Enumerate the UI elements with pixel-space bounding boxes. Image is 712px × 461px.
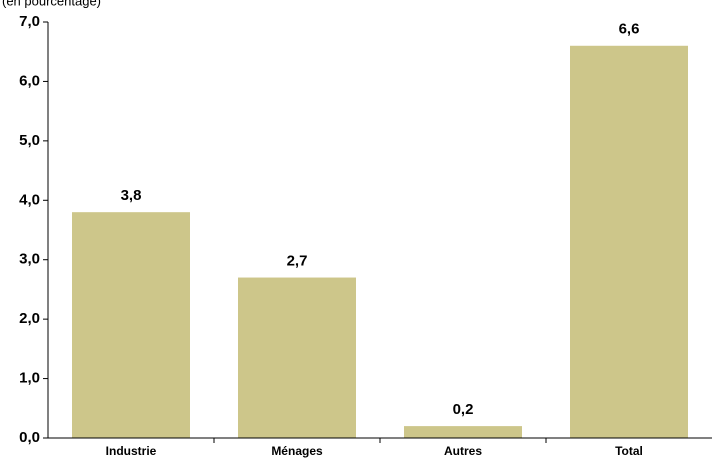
y-tick-label: 0,0	[19, 429, 40, 446]
y-tick-label: 7,0	[19, 13, 40, 30]
data-label: 0,2	[453, 401, 474, 418]
bar	[404, 426, 522, 438]
x-tick-label: Ménages	[271, 444, 323, 458]
bar	[238, 277, 356, 438]
y-tick-label: 4,0	[19, 191, 40, 208]
x-tick-label: Total	[615, 444, 643, 458]
data-label: 2,7	[287, 253, 308, 270]
y-tick-label: 2,0	[19, 310, 40, 327]
x-tick-label: Industrie	[106, 444, 157, 458]
y-tick-label: 5,0	[19, 132, 40, 149]
data-label: 3,8	[121, 187, 142, 204]
data-label: 6,6	[619, 21, 640, 38]
y-tick-label: 6,0	[19, 72, 40, 89]
chart-subtitle: (en pourcentage)	[2, 0, 101, 8]
x-tick-label: Autres	[444, 444, 482, 458]
y-tick-label: 1,0	[19, 370, 40, 387]
y-tick-label: 3,0	[19, 251, 40, 268]
bar	[72, 212, 190, 438]
bar	[570, 45, 688, 439]
